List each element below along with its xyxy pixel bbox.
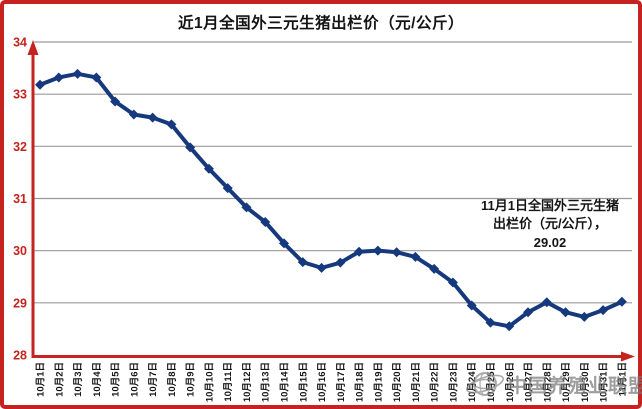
annotation-value: 29.02 xyxy=(533,234,567,250)
data-point-marker xyxy=(447,277,458,288)
data-point-marker xyxy=(429,263,440,274)
data-point-marker xyxy=(35,79,45,90)
data-point-marker xyxy=(53,72,64,83)
x-tick-label: 10月24日 xyxy=(467,362,478,402)
x-tick-label: 10月27日 xyxy=(524,362,535,402)
y-tick-label: 33 xyxy=(13,88,27,102)
data-point-marker xyxy=(335,257,346,268)
x-tick-label: 10月19日 xyxy=(373,362,384,402)
x-tick-label: 10月4日 xyxy=(92,362,103,397)
data-point-marker xyxy=(166,119,177,130)
y-tick-label: 34 xyxy=(13,36,27,50)
data-point-marker xyxy=(185,142,196,153)
data-point-marker xyxy=(222,183,233,194)
x-tick-label: 10月5日 xyxy=(111,362,122,397)
x-axis-arrow-icon xyxy=(621,351,635,362)
data-point-marker xyxy=(297,257,308,268)
data-point-markers xyxy=(35,68,627,332)
x-tick-label: 11月1日 xyxy=(617,362,628,396)
data-point-marker xyxy=(91,72,102,83)
data-point-marker xyxy=(410,251,421,262)
data-point-marker xyxy=(260,216,271,227)
data-point-marker xyxy=(541,297,552,308)
data-point-marker xyxy=(560,307,571,318)
data-point-marker xyxy=(316,262,327,273)
x-tick-label: 10月21日 xyxy=(411,362,422,402)
data-point-marker xyxy=(616,296,627,307)
x-tick-label: 10月23日 xyxy=(448,362,459,402)
annotation-line-2: 出栏价（元/公斤）， xyxy=(492,216,608,232)
x-tick-label: 10月10日 xyxy=(204,362,215,402)
data-point-marker xyxy=(372,245,383,256)
x-tick-label: 10月25日 xyxy=(486,362,497,402)
data-point-marker xyxy=(279,238,290,249)
y-tick-label: 29 xyxy=(13,296,27,310)
data-point-marker xyxy=(354,246,365,257)
x-tick-label: 10月3日 xyxy=(73,362,84,397)
data-point-marker xyxy=(72,68,83,79)
x-tick-label: 10月2日 xyxy=(54,362,65,397)
x-tick-label: 10月8日 xyxy=(167,362,178,397)
x-tick-label: 10月18日 xyxy=(355,362,366,402)
x-tick-label: 10月17日 xyxy=(336,362,347,402)
x-tick-label: 10月31日 xyxy=(599,362,610,402)
x-tick-label: 10月6日 xyxy=(129,362,140,397)
data-point-marker xyxy=(241,202,252,213)
x-tick-label: 10月13日 xyxy=(261,362,272,402)
data-point-marker xyxy=(128,109,139,120)
x-tick-label: 10月7日 xyxy=(148,362,159,397)
x-tick-label: 10月28日 xyxy=(542,362,553,402)
x-tick-label: 10月14日 xyxy=(280,362,291,402)
x-tick-label: 10月12日 xyxy=(242,362,253,402)
data-point-marker xyxy=(391,247,402,258)
x-tick-label: 10月26日 xyxy=(505,362,516,402)
data-point-marker xyxy=(504,321,515,332)
x-tick-label: 10月30日 xyxy=(580,362,591,402)
y-tick-label: 28 xyxy=(13,349,27,363)
data-point-marker xyxy=(466,300,477,311)
y-tick-labels: 34 33 32 31 30 29 28 xyxy=(13,36,27,363)
x-tick-label: 10月20日 xyxy=(392,362,403,402)
data-point-marker xyxy=(203,163,214,174)
data-point-marker xyxy=(110,96,121,107)
data-point-marker xyxy=(485,317,496,328)
y-tick-label: 30 xyxy=(13,244,27,258)
x-tick-label: 10月9日 xyxy=(186,362,197,397)
x-tick-label: 10月15日 xyxy=(298,362,309,402)
data-point-marker xyxy=(598,305,609,316)
y-tick-label: 31 xyxy=(13,192,27,206)
grid-lines xyxy=(34,41,632,304)
chart-title: 近1月全国外三元生猪出栏价（元/公斤） xyxy=(178,15,464,32)
annotation-callout: 11月1日全国外三元生猪 出栏价（元/公斤）， 29.02 xyxy=(463,197,637,252)
x-tick-label: 10月29日 xyxy=(561,362,572,402)
data-point-marker xyxy=(147,112,158,123)
x-tick-label: 10月22日 xyxy=(430,362,441,402)
data-point-marker xyxy=(579,311,590,322)
x-tick-label: 10月1日 xyxy=(36,362,47,397)
data-point-marker xyxy=(523,307,534,318)
x-tick-label: 10月11日 xyxy=(223,362,234,402)
x-tick-label: 10月16日 xyxy=(317,362,328,402)
y-axis-arrow-icon xyxy=(27,40,39,55)
axes xyxy=(27,40,635,362)
x-tick-labels: 10月1日 10月2日 10月3日 10月4日 10月5日 10月6日 10月7日 10月8日… xyxy=(36,362,629,402)
annotation-line-1: 11月1日全国外三元生猪 xyxy=(481,198,619,213)
y-tick-label: 32 xyxy=(13,140,27,154)
